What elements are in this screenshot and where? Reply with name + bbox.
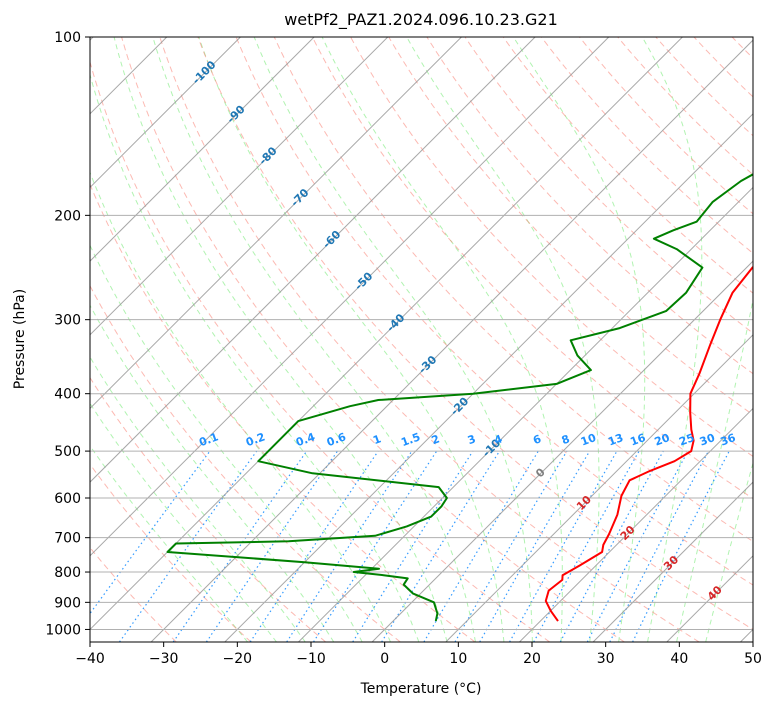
mixing-ratio-label: 20 xyxy=(653,431,672,449)
dry-adiabat-line xyxy=(121,37,625,642)
y-tick-label: 300 xyxy=(54,313,81,329)
isotherm-line xyxy=(90,37,241,189)
dry-adiabat-line xyxy=(90,463,252,642)
mixing-ratio-line xyxy=(172,450,308,642)
moist-adiabat-line xyxy=(321,37,563,642)
chart-title: wetPf2_PAZ1.2024.096.10.23.G21 xyxy=(284,10,558,30)
mixing-ratio-line xyxy=(559,450,664,642)
mixing-ratio-line xyxy=(249,450,379,642)
mixing-ratio-line xyxy=(352,450,474,642)
dry-adiabat-line xyxy=(159,37,700,642)
moist-adiabat-line xyxy=(406,37,600,642)
isotherm-line xyxy=(519,407,753,642)
dewpoint-profile-line xyxy=(166,173,753,622)
y-axis-ticks: 100 200 300 400 500 600 700 800 900 1000 xyxy=(45,30,90,638)
moist-adiabat-line xyxy=(253,37,533,642)
x-tick-label: 30 xyxy=(597,651,615,667)
mixing-ratio-line xyxy=(312,450,438,642)
isotherm-line xyxy=(90,37,536,483)
y-tick-label: 700 xyxy=(54,531,81,547)
isotherm-line xyxy=(224,113,753,642)
mixing-ratio-line xyxy=(423,450,539,642)
x-tick-label: 40 xyxy=(670,651,688,667)
mixing-ratio-label: 0.4 xyxy=(294,430,317,449)
dry-adiabat-line xyxy=(235,37,753,586)
x-tick-label: 20 xyxy=(523,651,541,667)
moist-adiabat-line xyxy=(90,356,306,642)
x-tick-label: −10 xyxy=(296,651,326,667)
mixing-ratio-label: 3 xyxy=(466,432,478,447)
isotherm-lines xyxy=(90,37,753,642)
dry-adiabat-line xyxy=(90,60,551,642)
dry-adiabat-line xyxy=(273,37,753,543)
isotherm-line xyxy=(90,37,389,336)
mixing-ratio-label: 2 xyxy=(430,432,442,447)
y-tick-label: 400 xyxy=(54,387,81,403)
x-tick-label: 0 xyxy=(380,651,389,667)
isotherm-line xyxy=(592,481,753,642)
isotherm-line xyxy=(90,37,462,410)
moist-adiabat-line xyxy=(90,244,363,642)
mixing-ratio-label: 8 xyxy=(560,432,572,447)
mixing-ratio-label: 4 xyxy=(492,432,504,447)
mixing-ratio-line xyxy=(119,450,258,642)
moist-adiabat-line xyxy=(90,402,277,642)
y-tick-label: 200 xyxy=(54,208,81,224)
moist-adiabat-line xyxy=(90,445,248,642)
y-tick-label: 100 xyxy=(54,30,81,46)
x-tick-label: −20 xyxy=(223,651,253,667)
mixing-ratio-line xyxy=(286,450,413,642)
isotherm-line xyxy=(90,37,315,262)
x-axis-ticks: −40 −30 −20 −10 0 10 20 30 40 50 xyxy=(75,642,762,667)
isotherm-line xyxy=(371,260,753,642)
plot-area: -100-90-80-70-60-50-40-30-20-10010203040… xyxy=(90,37,753,642)
moist-adiabat-line xyxy=(512,37,646,642)
y-axis-title: Pressure (hPa) xyxy=(12,289,28,389)
mixing-ratio-label: 16 xyxy=(628,431,647,449)
mixing-ratio-label: 36 xyxy=(719,431,738,449)
sounding-series xyxy=(166,173,753,622)
y-tick-label: 500 xyxy=(54,444,81,460)
mixing-ratio-label: 0.2 xyxy=(244,430,267,449)
mixing-ratio-label: 0.1 xyxy=(197,430,220,449)
y-tick-label: 900 xyxy=(54,595,81,611)
dry-adiabat-line xyxy=(197,37,753,630)
dry-adiabat-line xyxy=(311,37,753,500)
x-tick-label: 10 xyxy=(449,651,467,667)
moist-adiabat-line xyxy=(198,37,505,642)
dry-adiabat-line xyxy=(502,37,753,294)
mixing-ratio-label: 25 xyxy=(677,431,696,448)
moist-adiabat-line xyxy=(113,37,448,642)
mixing-ratio-line xyxy=(205,450,338,642)
temperature-profile-line xyxy=(544,265,753,622)
mixing-ratio-label: 6 xyxy=(531,432,543,447)
mixing-ratio-label: 0.6 xyxy=(325,430,348,449)
moist-adiabat-line xyxy=(641,37,703,642)
mixing-ratio-label: 10 xyxy=(579,431,598,449)
x-tick-label: −30 xyxy=(149,651,179,667)
mixing-ratio-label: 13 xyxy=(606,431,625,448)
y-tick-label: 1000 xyxy=(45,622,81,638)
mixing-ratio-line xyxy=(454,450,568,642)
mixing-ratio-lines xyxy=(90,450,730,642)
y-tick-label: 800 xyxy=(54,565,81,581)
moist-adiabat-line xyxy=(90,171,391,642)
isotherm-line xyxy=(90,37,683,631)
isotherm-line xyxy=(445,334,753,642)
mixing-ratio-line xyxy=(586,450,689,642)
mixing-ratio-label: 1 xyxy=(371,432,383,447)
mixing-ratio-label: 30 xyxy=(698,431,717,449)
y-tick-label: 600 xyxy=(54,491,81,507)
isotherm-line xyxy=(90,37,610,557)
dry-adiabats xyxy=(90,37,753,642)
x-tick-label: −40 xyxy=(75,651,105,667)
x-tick-label: 50 xyxy=(744,651,762,667)
isotherm-line xyxy=(298,186,753,642)
plot-frame xyxy=(89,36,754,643)
moist-adiabat-line xyxy=(90,72,420,642)
x-axis-title: Temperature (°C) xyxy=(360,681,482,697)
mixing-ratio-label: 1.5 xyxy=(399,430,422,449)
